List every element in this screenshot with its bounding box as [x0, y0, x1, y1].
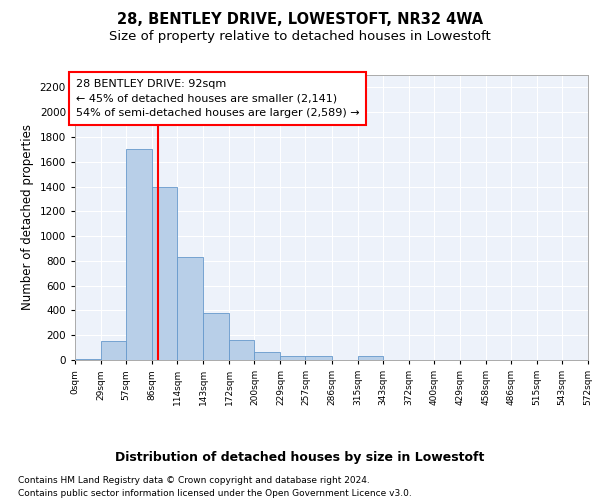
Text: Contains HM Land Registry data © Crown copyright and database right 2024.: Contains HM Land Registry data © Crown c…	[18, 476, 370, 485]
Text: 28, BENTLEY DRIVE, LOWESTOFT, NR32 4WA: 28, BENTLEY DRIVE, LOWESTOFT, NR32 4WA	[117, 12, 483, 28]
Y-axis label: Number of detached properties: Number of detached properties	[21, 124, 34, 310]
Bar	[358, 356, 383, 360]
Text: Contains public sector information licensed under the Open Government Licence v3: Contains public sector information licen…	[18, 489, 412, 498]
Bar	[305, 356, 332, 360]
Bar	[152, 186, 177, 360]
Bar	[203, 313, 229, 360]
Bar	[126, 150, 152, 360]
Text: Size of property relative to detached houses in Lowestoft: Size of property relative to detached ho…	[109, 30, 491, 43]
Text: Distribution of detached houses by size in Lowestoft: Distribution of detached houses by size …	[115, 451, 485, 464]
Bar	[177, 257, 203, 360]
Bar	[75, 359, 101, 360]
Bar	[229, 340, 254, 360]
Bar	[280, 356, 305, 360]
Bar	[254, 352, 280, 360]
Text: 28 BENTLEY DRIVE: 92sqm
← 45% of detached houses are smaller (2,141)
54% of semi: 28 BENTLEY DRIVE: 92sqm ← 45% of detache…	[76, 78, 359, 118]
Bar	[101, 342, 126, 360]
